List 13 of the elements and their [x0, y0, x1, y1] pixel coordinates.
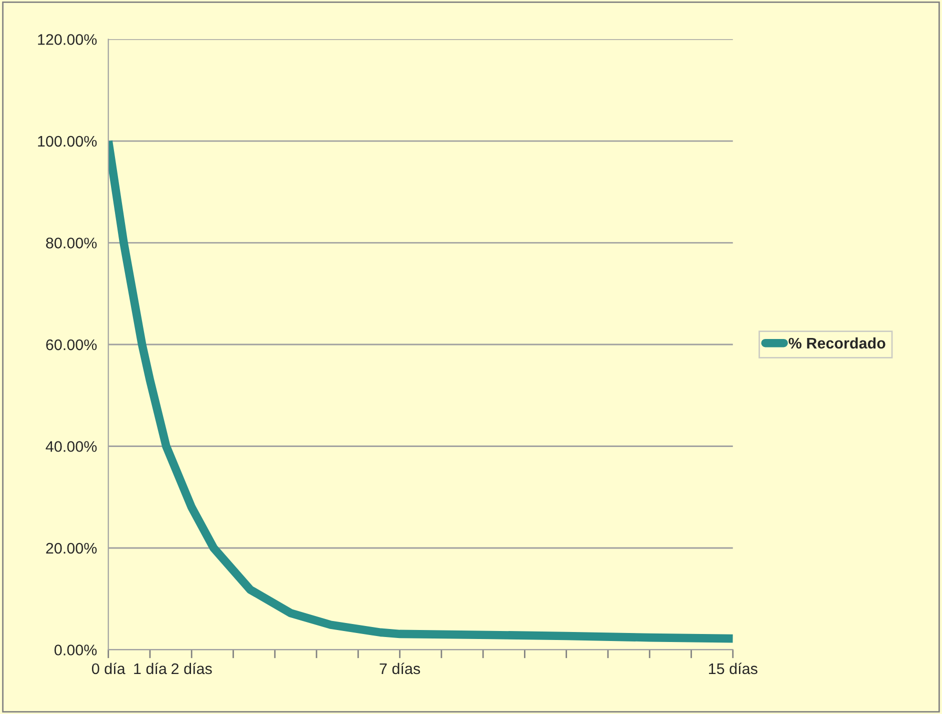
x-tick-label: 2 días — [172, 662, 212, 674]
x-tick-label: 0 día — [92, 662, 126, 674]
x-tick-label: 7 días — [380, 662, 420, 674]
y-tick-label: 80.00% — [46, 238, 97, 248]
y-tick-label: 0.00% — [54, 644, 97, 656]
legend-label: % Recordado — [788, 337, 886, 349]
y-tick-label: 60.00% — [46, 339, 97, 350]
y-tick-label: 120.00% — [38, 34, 97, 45]
y-tick-label: 20.00% — [46, 542, 97, 554]
y-tick-label: 100.00% — [38, 136, 97, 147]
x-tick-label: 1 día — [134, 662, 167, 674]
y-tick-label: 40.00% — [46, 441, 97, 452]
x-tick-label: 15 días — [708, 662, 758, 674]
